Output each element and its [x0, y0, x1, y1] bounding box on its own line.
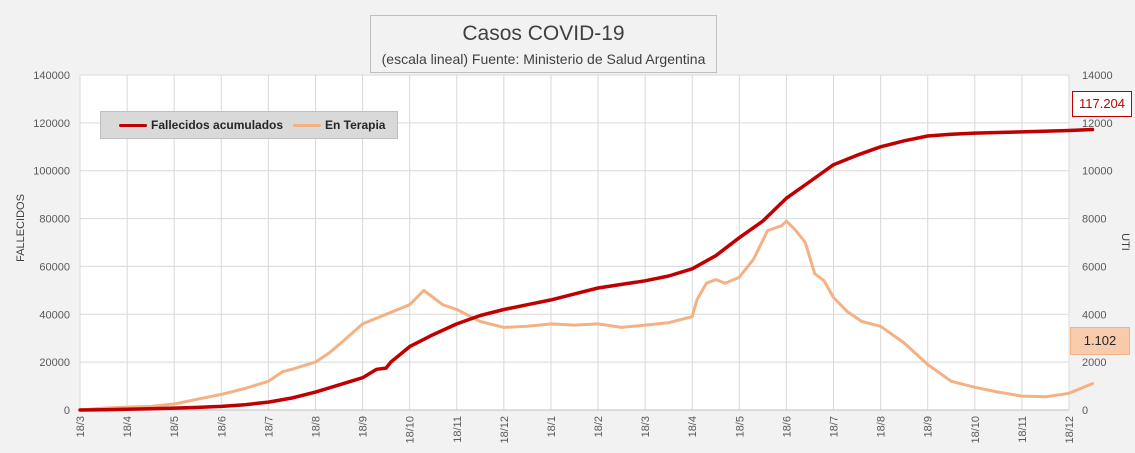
last-value-fallecidos: 117.204 [1072, 91, 1132, 117]
y2-tick-label: 8000 [1082, 214, 1106, 226]
chart-title-box: Casos COVID-19 (escala lineal) Fuente: M… [370, 15, 717, 73]
y2-tick-label: 10000 [1082, 166, 1113, 178]
x-tick-label: 18/4 [687, 416, 699, 437]
x-tick-label: 18/8 [310, 416, 322, 437]
x-tick-label: 18/11 [452, 416, 464, 443]
x-tick-label: 18/3 [75, 416, 87, 437]
y-tick-label: 120000 [33, 118, 70, 130]
y-tick-label: 20000 [39, 357, 70, 369]
y2-axis-ticks: 0 2000 4000 6000 8000 10000 12000 14000 [1082, 70, 1113, 417]
x-tick-label: 18/6 [781, 416, 793, 437]
x-tick-label: 18/12 [1064, 416, 1076, 444]
chart-title: Casos COVID-19 [462, 22, 625, 45]
y-tick-label: 140000 [33, 70, 70, 82]
x-tick-label: 18/9 [923, 416, 935, 437]
series-lines [78, 127, 1095, 412]
legend-label-terapia: En Terapia [325, 118, 386, 132]
legend-swatch-fallecidos [119, 123, 147, 127]
chart-subtitle: (escala lineal) Fuente: Ministerio de Sa… [381, 51, 706, 67]
y-tick-label: 60000 [39, 261, 70, 273]
y-tick-label: 80000 [39, 214, 70, 226]
x-tick-label: 18/10 [970, 416, 982, 444]
legend-item-terapia: En Terapia [293, 112, 385, 138]
x-tick-label: 18/5 [169, 416, 181, 437]
x-tick-label: 18/5 [734, 416, 746, 437]
legend: Fallecidos acumulados En Terapia [100, 111, 398, 139]
x-tick-label: 18/7 [829, 416, 841, 437]
y-tick-label: 0 [64, 405, 70, 417]
y2-tick-label: 2000 [1082, 357, 1106, 369]
series-line-terapia [78, 219, 1094, 412]
x-tick-label: 18/4 [122, 416, 134, 437]
x-tick-label: 18/9 [358, 416, 370, 437]
y2-axis-label: UTI [1119, 233, 1131, 251]
legend-label-fallecidos: Fallecidos acumulados [151, 118, 284, 132]
x-axis-ticks: 18/3 18/4 18/5 18/6 18/7 18/8 18/9 18/10 18/11 18… [75, 416, 1076, 444]
y-axis-ticks: 0 20000 40000 60000 80000 100000 120000 140000 [33, 70, 70, 417]
x-tick-label: 18/7 [263, 416, 275, 437]
y-tick-label: 100000 [33, 166, 70, 178]
x-tick-label: 18/12 [499, 416, 511, 444]
y2-tick-label: 12000 [1082, 118, 1113, 130]
last-value-terapia: 1.102 [1070, 327, 1130, 355]
legend-item-fallecidos: Fallecidos acumulados [119, 112, 283, 138]
grid-lines [79, 74, 1070, 411]
x-tick-label: 18/2 [593, 416, 605, 437]
x-tick-label: 18/1 [546, 416, 558, 437]
y2-tick-label: 0 [1082, 405, 1088, 417]
y2-tick-label: 14000 [1082, 70, 1113, 82]
x-tick-label: 18/6 [216, 416, 228, 437]
y2-tick-label: 4000 [1082, 309, 1106, 321]
series-line-fallecidos [78, 127, 1095, 412]
x-tick-label: 18/3 [640, 416, 652, 437]
y-axis-label: FALLECIDOS [15, 194, 27, 262]
x-tick-label: 18/11 [1017, 416, 1029, 443]
y2-tick-label: 6000 [1082, 261, 1106, 273]
x-tick-label: 18/10 [405, 416, 417, 444]
legend-swatch-terapia [293, 123, 321, 127]
x-tick-label: 18/8 [876, 416, 888, 437]
y-tick-label: 40000 [39, 309, 70, 321]
